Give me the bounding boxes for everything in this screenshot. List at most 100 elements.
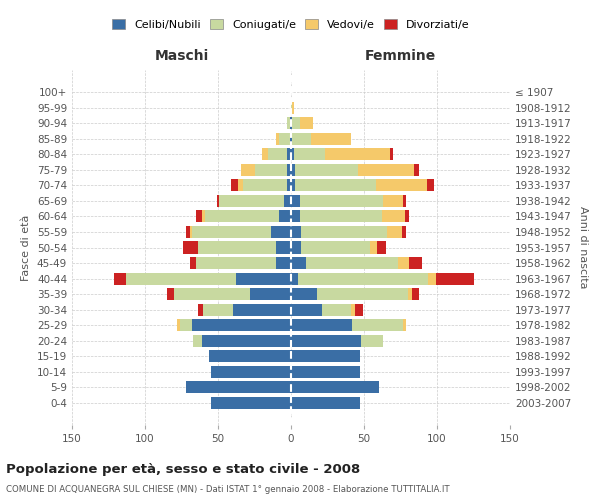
- Bar: [291, 195, 300, 207]
- Bar: [317, 288, 408, 300]
- Text: Popolazione per età, sesso e stato civile - 2008: Popolazione per età, sesso e stato civil…: [6, 462, 360, 475]
- Bar: [291, 334, 361, 346]
- Bar: [203, 304, 233, 316]
- Bar: [174, 288, 250, 300]
- Bar: [243, 180, 287, 192]
- Bar: [300, 195, 383, 207]
- Text: COMUNE DI ACQUANEGRA SUL CHIESE (MN) - Dati ISTAT 1° gennaio 2008 - Elaborazione: COMUNE DI ACQUANEGRA SUL CHIESE (MN) - D…: [6, 485, 449, 494]
- Bar: [287, 180, 291, 192]
- Bar: [300, 117, 313, 130]
- Bar: [403, 319, 406, 331]
- Bar: [291, 350, 359, 362]
- Y-axis label: Fasce di età: Fasce di età: [22, 214, 31, 280]
- Bar: [291, 102, 292, 114]
- Bar: [291, 210, 300, 222]
- Bar: [291, 381, 379, 394]
- Bar: [238, 180, 243, 192]
- Bar: [262, 148, 268, 160]
- Bar: [211, 396, 291, 409]
- Bar: [377, 242, 386, 254]
- Bar: [295, 180, 376, 192]
- Bar: [292, 132, 311, 145]
- Bar: [322, 304, 351, 316]
- Bar: [196, 257, 277, 269]
- Bar: [291, 288, 317, 300]
- Bar: [292, 117, 300, 130]
- Bar: [211, 366, 291, 378]
- Bar: [192, 319, 291, 331]
- Bar: [183, 242, 197, 254]
- Bar: [268, 148, 287, 160]
- Bar: [428, 272, 436, 284]
- Bar: [409, 257, 422, 269]
- Bar: [413, 164, 419, 176]
- Bar: [236, 272, 291, 284]
- Bar: [388, 226, 402, 238]
- Bar: [291, 148, 294, 160]
- Bar: [382, 210, 405, 222]
- Bar: [291, 257, 305, 269]
- Bar: [202, 334, 291, 346]
- Bar: [277, 257, 291, 269]
- Bar: [291, 117, 292, 130]
- Bar: [250, 288, 291, 300]
- Bar: [390, 148, 393, 160]
- Bar: [180, 319, 192, 331]
- Bar: [277, 132, 280, 145]
- Bar: [361, 334, 383, 346]
- Bar: [280, 210, 291, 222]
- Bar: [290, 132, 291, 145]
- Bar: [209, 350, 291, 362]
- Bar: [291, 272, 298, 284]
- Bar: [205, 210, 280, 222]
- Bar: [197, 242, 277, 254]
- Bar: [287, 164, 291, 176]
- Bar: [126, 272, 236, 284]
- Bar: [295, 164, 358, 176]
- Bar: [115, 272, 126, 284]
- Bar: [241, 164, 254, 176]
- Bar: [358, 164, 413, 176]
- Bar: [271, 226, 291, 238]
- Bar: [277, 242, 291, 254]
- Text: Femmine: Femmine: [365, 49, 436, 63]
- Text: Maschi: Maschi: [154, 49, 209, 63]
- Bar: [197, 304, 203, 316]
- Bar: [217, 195, 220, 207]
- Bar: [352, 319, 403, 331]
- Bar: [427, 180, 434, 192]
- Bar: [405, 210, 409, 222]
- Bar: [291, 396, 359, 409]
- Bar: [196, 210, 202, 222]
- Bar: [284, 195, 291, 207]
- Bar: [383, 195, 403, 207]
- Bar: [408, 288, 412, 300]
- Bar: [294, 148, 325, 160]
- Bar: [292, 102, 294, 114]
- Bar: [190, 257, 196, 269]
- Bar: [355, 304, 362, 316]
- Bar: [290, 117, 291, 130]
- Bar: [291, 242, 301, 254]
- Bar: [291, 132, 292, 145]
- Bar: [291, 319, 352, 331]
- Bar: [192, 226, 271, 238]
- Bar: [167, 288, 174, 300]
- Bar: [231, 180, 238, 192]
- Bar: [301, 242, 370, 254]
- Bar: [398, 257, 409, 269]
- Y-axis label: Anni di nascita: Anni di nascita: [578, 206, 588, 289]
- Bar: [220, 195, 284, 207]
- Bar: [402, 226, 406, 238]
- Bar: [291, 366, 359, 378]
- Legend: Celibi/Nubili, Coniugati/e, Vedovi/e, Divorziati/e: Celibi/Nubili, Coniugati/e, Vedovi/e, Di…: [112, 19, 470, 30]
- Bar: [291, 180, 295, 192]
- Bar: [412, 288, 419, 300]
- Bar: [190, 226, 192, 238]
- Bar: [287, 148, 291, 160]
- Bar: [301, 226, 388, 238]
- Bar: [298, 272, 428, 284]
- Bar: [254, 164, 287, 176]
- Bar: [300, 210, 382, 222]
- Bar: [291, 226, 301, 238]
